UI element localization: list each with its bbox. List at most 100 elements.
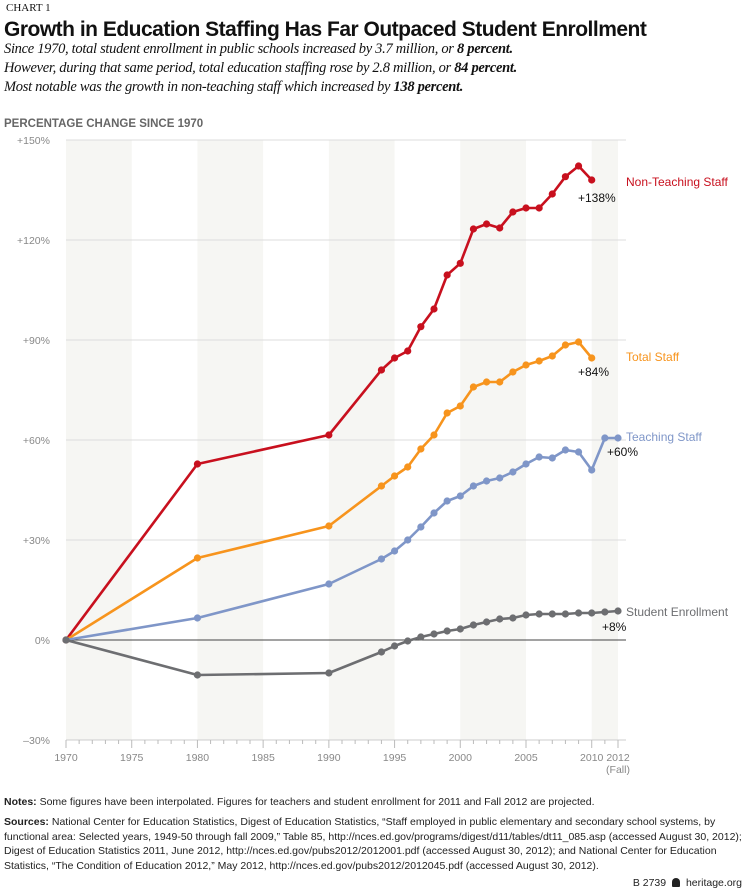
data-point [601,434,609,442]
x-tick-label: 2005 [514,752,538,764]
y-axis-label: PERCENTAGE CHANGE SINCE 1970 [4,118,204,130]
data-point [548,190,556,198]
footer-credit: B 2739 heritage.org [633,877,742,889]
y-tick-label: +90% [23,335,50,347]
data-point [509,614,517,622]
subtitle-line-2: However, during that same period, total … [4,60,517,77]
y-tick-label: +60% [23,435,50,447]
end-value-label: +60% [607,445,638,459]
data-point [509,208,517,216]
data-point [548,454,556,462]
data-point [377,648,386,656]
data-point [404,463,412,471]
data-point [535,357,543,365]
data-point [522,204,530,212]
subtitle-line-1: Since 1970, total student enrollment in … [4,41,513,58]
data-point [535,453,543,461]
data-point [535,610,543,618]
data-point [588,609,596,617]
data-point [496,224,504,232]
subtitle-bold: 84 percent. [454,60,517,76]
data-point [325,522,333,530]
series-label: Non-Teaching Staff [626,175,729,189]
data-point [482,378,491,386]
chart-title: Growth in Education Staffing Has Far Out… [4,18,647,41]
data-point [404,637,412,645]
data-point [404,536,412,544]
y-tick-label: +150% [17,135,50,147]
end-value-label: +138% [578,191,616,205]
x-tick-label: 1985 [251,752,275,764]
data-point [574,609,583,617]
data-point [390,547,399,555]
data-point [482,477,491,485]
subtitle-line-3: Most notable was the growth in non-teach… [4,79,463,96]
data-point [588,176,596,184]
liberty-bell-icon [672,878,681,887]
x-tick-label: 1975 [120,752,144,764]
data-point [469,482,478,490]
data-point [456,402,464,410]
data-point [430,630,438,638]
data-point [588,466,596,474]
end-value-label: +8% [602,620,627,634]
y-tick-label: +30% [23,535,50,547]
sources-label: Sources: [4,816,49,828]
data-point [325,580,333,588]
data-point [62,636,70,644]
data-point [509,368,517,376]
data-point [561,610,570,618]
data-point [548,352,556,360]
data-point [417,523,425,531]
line-chart: +150% +120% +90% +60% +30% 0% –30% 1970 1975 1980… [17,135,729,776]
report-code: B 2739 [632,877,667,889]
y-tick-label: –30% [23,735,50,747]
data-point [404,347,412,355]
data-point [456,492,464,500]
subtitle-bold: 8 percent. [456,41,513,57]
data-point [496,615,504,623]
data-point [469,383,478,391]
y-tick-label: +120% [17,235,50,247]
data-point [522,361,530,369]
data-point [443,271,451,279]
data-point [390,642,399,650]
data-point [430,509,438,517]
x-tick-label: 2012 [606,752,630,764]
data-point [417,445,425,453]
notes: Notes: Some figures have been interpolat… [4,796,594,808]
end-value-label: +84% [578,365,609,379]
subtitle-text: Most notable was the growth in non-teach… [4,79,394,95]
data-point [377,555,386,563]
data-point [482,618,491,626]
data-point [496,378,504,386]
series-label: Teaching Staff [626,430,702,444]
series-label: Total Staff [626,350,680,364]
data-point [509,468,517,476]
data-point [193,614,202,622]
data-point [193,460,202,468]
data-point [469,621,478,629]
data-point [522,611,530,619]
data-point [430,431,438,439]
subtitle-bold: 138 percent. [393,79,464,95]
notes-label: Notes: [4,796,37,808]
data-point [430,305,438,313]
series-label: Student Enrollment [626,605,729,619]
y-tick-label: 0% [35,635,50,647]
data-point [496,474,504,482]
data-point [443,627,451,635]
x-tick-label: 1980 [186,752,210,764]
data-point [377,366,386,374]
data-point [588,354,596,362]
data-point [456,625,464,633]
x-tick-label: 2000 [449,752,473,764]
data-point [574,338,583,346]
data-point [390,354,399,362]
data-point [469,225,478,233]
site-link[interactable]: heritage.org [685,877,742,889]
data-point [614,607,622,615]
data-point [417,323,425,331]
x-tick-label: 1995 [383,752,407,764]
data-point [614,434,622,442]
